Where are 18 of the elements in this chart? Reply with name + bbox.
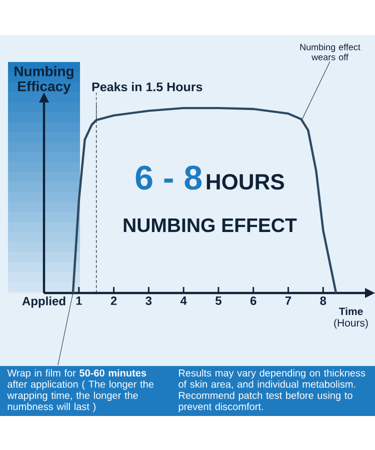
x-axis-title: Time (Hours) [334,307,368,329]
text: Results may vary depending on thickness of skin area, and individual metabolism. Recommend patch test before using to prevent discomfort. [178,369,366,412]
annotation: Peaks in 1.5 Hours [92,82,202,92]
annotation: 6 - 8 [136,166,202,190]
x-tick-label: 5 [215,296,222,305]
annotation: Wrap in film for 50-60 minutes after application ( The longer the wrapping time, the longer the numbness will last ) [7,369,154,412]
x-tick-label: 6 [250,296,256,306]
x-tick-label: 8 [320,296,326,306]
x-tick-label: Applied [22,296,66,308]
x-tick-label: 4 [180,296,187,305]
x-tick-label: 3 [146,296,152,306]
x-tick-label: 1 [76,296,82,305]
annotation: HOURS [206,174,284,190]
annotation: Numbing effect wears off [300,44,360,60]
y-axis-title: Numbing Efficacy [14,66,74,94]
annotation: NUMBING EFFECT [124,218,297,232]
x-tick-label: 2 [110,296,117,305]
x-tick-label: 7 [285,296,292,305]
